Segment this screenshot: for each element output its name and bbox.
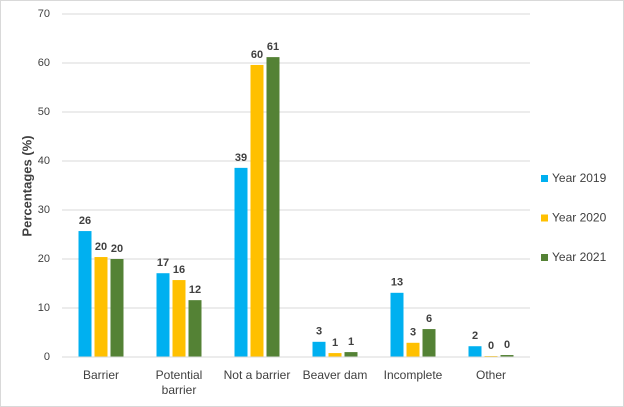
data-label: 17 <box>157 257 169 269</box>
bar <box>78 231 92 357</box>
bar <box>250 64 264 358</box>
legend-label: Year 2021 <box>552 250 607 264</box>
data-label: 61 <box>267 41 279 53</box>
bar <box>312 341 326 357</box>
data-label: 3 <box>410 327 416 339</box>
bar <box>266 57 280 358</box>
y-tick-label: 70 <box>38 8 50 20</box>
x-tick-label: Not a barrier <box>223 368 291 382</box>
data-label: 1 <box>332 337 338 349</box>
data-label: 20 <box>111 243 123 255</box>
bar <box>500 355 514 357</box>
y-tick-label: 20 <box>38 253 50 265</box>
data-label: 60 <box>251 49 263 61</box>
bar <box>406 342 420 357</box>
data-label: 13 <box>391 277 403 289</box>
data-label: 20 <box>95 241 107 253</box>
bar <box>328 353 342 357</box>
data-label: 0 <box>504 339 510 351</box>
data-label: 26 <box>79 215 91 227</box>
data-label: 16 <box>173 264 185 276</box>
legend-swatch <box>541 254 548 261</box>
y-tick-label: 10 <box>38 302 50 314</box>
legend-swatch <box>541 175 548 182</box>
y-tick-label: 0 <box>44 351 50 363</box>
legend-swatch <box>541 214 548 222</box>
data-label: 6 <box>426 313 432 325</box>
bar <box>422 329 436 357</box>
data-label: 39 <box>235 152 247 164</box>
bar <box>172 280 186 357</box>
data-label: 1 <box>348 336 354 348</box>
x-tick-label: Incomplete <box>383 368 443 382</box>
legend-label: Year 2020 <box>552 211 607 225</box>
data-label: 0 <box>488 340 494 352</box>
bar <box>468 346 482 357</box>
x-tick-label: Other <box>475 368 506 382</box>
bar <box>344 352 358 357</box>
x-tick-label: Barrier <box>82 368 119 382</box>
y-tick-label: 60 <box>38 57 50 69</box>
x-tick-label: Beaver dam <box>302 368 368 382</box>
data-label: 3 <box>316 326 322 338</box>
y-tick-label: 50 <box>38 106 50 118</box>
y-axis-label: Percentages (%) <box>19 135 34 236</box>
bar <box>390 292 404 357</box>
bar <box>94 257 108 357</box>
bar <box>110 259 124 357</box>
bar <box>234 167 248 357</box>
data-label: 12 <box>189 284 201 296</box>
legend-label: Year 2019 <box>552 171 607 185</box>
data-label: 2 <box>472 330 478 342</box>
y-tick-label: 40 <box>38 155 50 167</box>
bar <box>156 273 170 357</box>
bar <box>188 300 202 357</box>
x-tick-label: Potential barrier <box>155 368 203 397</box>
y-tick-label: 30 <box>38 204 50 216</box>
